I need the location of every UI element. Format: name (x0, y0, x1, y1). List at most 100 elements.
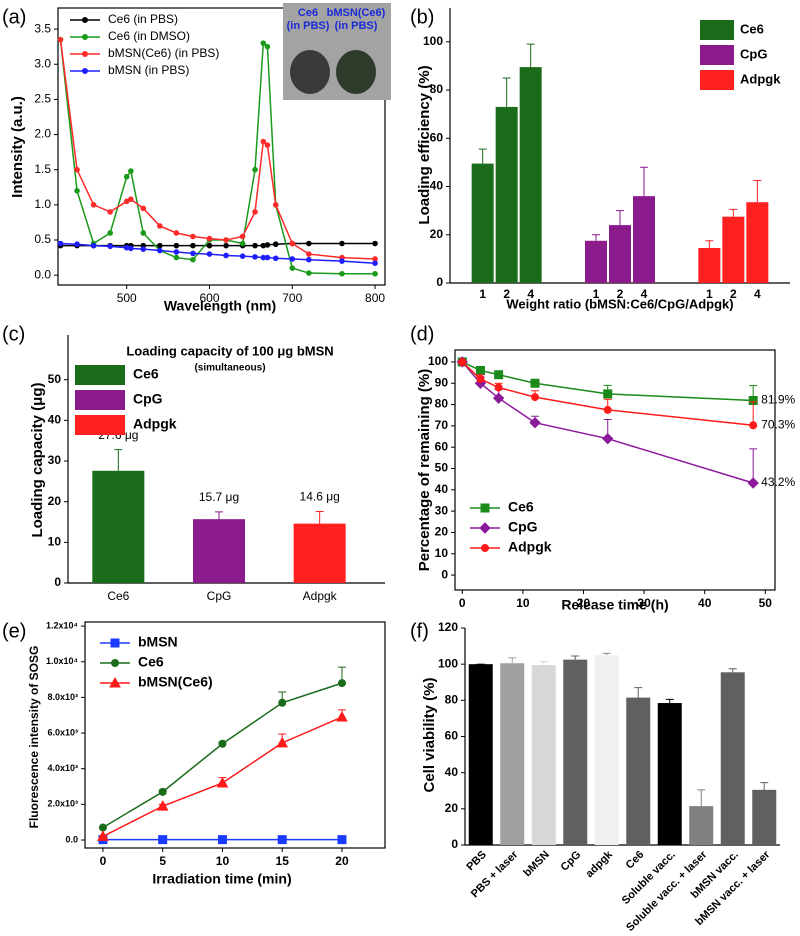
inset-label: (in PBS) (335, 20, 378, 32)
bar (293, 523, 346, 583)
marker (157, 242, 163, 249)
y-tick-label: 40 (435, 482, 449, 496)
marker (239, 240, 246, 247)
marker (264, 254, 271, 261)
y-tick-label: 40 (445, 765, 459, 779)
x-axis-label: Wavelength (nm) (164, 298, 276, 314)
bar (92, 470, 145, 583)
marker (206, 251, 213, 257)
bar (495, 106, 518, 284)
y-axis-label: Fluorescence intensity of SOSG (27, 646, 41, 829)
error-bar (753, 179, 762, 203)
marker (82, 68, 88, 74)
marker (218, 739, 227, 748)
y-tick-label: 60 (430, 130, 444, 144)
marker (173, 242, 180, 249)
legend-swatch (700, 20, 734, 40)
y-tick-label: 0 (441, 567, 448, 581)
marker (289, 265, 296, 271)
error-bar (502, 77, 511, 107)
legend-label: CpG (133, 391, 163, 407)
y-tick-label: 20 (48, 494, 62, 508)
marker (603, 389, 613, 399)
error-bar (539, 660, 548, 666)
marker (110, 638, 120, 648)
legend-label: CpG (740, 46, 767, 61)
marker (260, 138, 267, 145)
x-tick-label: 2 (617, 287, 624, 301)
x-tick-label: 500 (117, 291, 137, 305)
error-bar (508, 657, 517, 664)
y-tick-label: 2.0x10³ (47, 799, 78, 809)
y-tick-label: 90 (435, 375, 449, 389)
y-tick-label: 40 (430, 179, 444, 193)
x-tick-label: 4 (754, 287, 761, 301)
y-tick-label: 30 (435, 503, 449, 517)
marker (529, 416, 541, 429)
marker (492, 392, 505, 404)
marker (239, 253, 246, 259)
x-axis-label: Irradiation time (min) (152, 871, 291, 887)
marker (90, 202, 97, 208)
bar (626, 697, 651, 845)
y-tick-label: 0.0 (65, 834, 78, 844)
marker (190, 256, 196, 263)
legend-label: Ce6 (in PBS) (108, 12, 178, 26)
error-bar (697, 789, 706, 807)
y-tick-label: 1.2x10⁴ (46, 620, 78, 630)
x-tick-label: 800 (365, 291, 385, 305)
marker (82, 17, 88, 23)
x-tick-label: 10 (516, 596, 530, 610)
y-tick-label: 3.0 (34, 56, 51, 70)
error-bar (602, 652, 611, 656)
x-tick-label: 40 (698, 596, 712, 610)
x-tick-label: 20 (577, 596, 591, 610)
legend-label: Ce6 (in DMSO) (108, 29, 190, 43)
marker (372, 260, 378, 267)
data-label: 14.6 μg (300, 490, 340, 504)
x-tick-label: 5 (159, 854, 166, 868)
error-bar (315, 510, 324, 524)
y-tick-label: 120 (438, 620, 458, 634)
bar (471, 163, 494, 283)
legend-label: Ce6 (508, 499, 534, 515)
marker (252, 254, 258, 260)
marker (264, 142, 271, 148)
x-tick-label: 1 (479, 287, 486, 301)
chart-title: Loading capacity of 100 μg bMSN (126, 343, 333, 358)
marker (158, 787, 167, 796)
y-tick-label: 60 (435, 439, 449, 453)
marker (206, 242, 213, 249)
y-tick-label: 20 (445, 801, 459, 815)
marker (252, 209, 258, 215)
y-tick-label: 6.0x10³ (47, 727, 78, 737)
y-tick-label: 3.5 (34, 21, 51, 35)
y-tick-label: 2.0 (34, 127, 51, 141)
x-tick-label: 10 (216, 854, 230, 868)
y-tick-label: 2.5 (34, 92, 51, 106)
legend-label: Adpgk (740, 71, 781, 86)
y-tick-label: 20 (435, 525, 449, 539)
legend-label: Ce6 (740, 21, 764, 36)
error-bar (760, 782, 769, 790)
marker (98, 823, 107, 832)
panel-label: (c) (2, 323, 25, 345)
marker (140, 205, 147, 212)
chart-subtitle: (simultaneous) (194, 363, 265, 374)
marker (239, 233, 246, 240)
x-tick-label: CpG (559, 849, 584, 874)
bar (594, 655, 619, 845)
x-tick-label: 1 (593, 287, 600, 301)
marker (107, 243, 113, 250)
marker (216, 776, 229, 788)
data-label: 43.2% (761, 475, 795, 489)
marker (158, 835, 168, 845)
marker (223, 242, 229, 249)
panel-label: (e) (2, 620, 26, 642)
marker (252, 166, 258, 173)
y-tick-label: 0.5 (34, 232, 51, 246)
marker (278, 698, 287, 707)
y-axis-label: Percentage of remaining (%) (416, 369, 433, 572)
marker (223, 252, 229, 259)
